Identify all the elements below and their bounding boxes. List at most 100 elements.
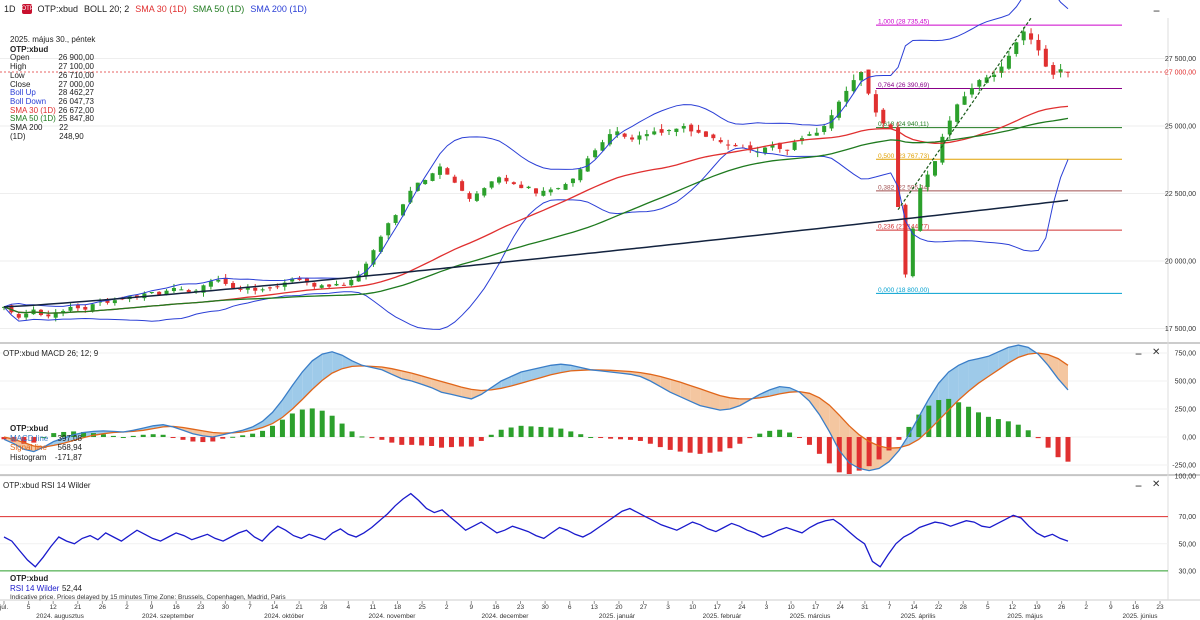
x-tick-label: 28 [320, 604, 328, 611]
x-tick-label: 30 [541, 604, 549, 611]
macd-fill [461, 387, 472, 399]
candle-body [652, 131, 657, 135]
macd-histogram-bar [458, 437, 464, 447]
macd-histogram-bar [41, 437, 47, 439]
x-tick-label: 20 [615, 604, 623, 611]
sma200-line [3, 199, 1069, 308]
candle-body [112, 300, 117, 304]
collapse-macd-icon[interactable]: − [1135, 347, 1143, 361]
candle-body [201, 285, 206, 293]
macd-legend-symbol: OTP:xbud [10, 424, 49, 433]
fib-label: 0,000 (18 800,00) [878, 287, 929, 294]
collapse-rsi-icon[interactable]: − [1135, 479, 1143, 493]
macd-histogram-bar [250, 433, 256, 438]
macd-tick-label: 500,00 [1175, 378, 1197, 385]
candle-body [260, 289, 265, 291]
y-tick-label: 27 500,00 [1165, 56, 1196, 63]
macd-histogram-bar [200, 437, 206, 443]
candle-body [622, 133, 627, 137]
macd-fill [312, 354, 323, 390]
macd-histogram-bar [468, 437, 474, 447]
macd-histogram-bar [737, 437, 743, 444]
macd-histogram-bar [61, 431, 67, 438]
macd-histogram-bar [657, 437, 663, 448]
candle-body [630, 137, 635, 140]
macd-tick-label: 250,00 [1175, 407, 1197, 414]
macd-histogram-bar [160, 434, 166, 438]
macd-histogram-bar [727, 437, 733, 449]
x-tick-label: 7 [888, 604, 892, 611]
rsi-title: OTP:xbud RSI 14 Wilder [3, 481, 91, 490]
macd-fill [501, 376, 512, 389]
symbol-label[interactable]: OTP:xbud [37, 4, 79, 14]
macd-fill [302, 360, 313, 400]
macd-fill [550, 364, 561, 375]
macd-histogram-bar [269, 425, 275, 438]
candle-body [570, 178, 575, 184]
close-rsi-icon[interactable]: ✕ [1152, 479, 1161, 490]
x-month-label: 2024. szeptember [142, 613, 195, 620]
macd-histogram-bar [439, 437, 445, 448]
candle-body [290, 278, 295, 282]
sma30-label[interactable]: SMA 30 (1D) [135, 4, 187, 14]
candle-body [474, 193, 479, 201]
candle-body [563, 184, 568, 190]
macd-histogram-bar [409, 437, 415, 445]
x-tick-label: 31 [861, 604, 869, 611]
close-macd-icon[interactable]: ✕ [1152, 347, 1161, 358]
info-row: Low 26 710,00 [10, 70, 94, 81]
rsi-row: RSI 14 Wilder 52,44 [10, 584, 82, 594]
macd-histogram-bar [667, 437, 673, 450]
chart-header: 1D OTP OTP:xbud BOLL 20; 2 SMA 30 (1D) S… [0, 0, 1200, 18]
x-tick-label: 5 [986, 604, 990, 611]
candle-body [393, 215, 398, 223]
candle-body [1043, 48, 1048, 67]
macd-fill [640, 372, 651, 381]
candle-body [851, 80, 856, 92]
candle-body [445, 168, 450, 175]
macd-histogram-bar [926, 405, 932, 438]
candle-body [585, 158, 590, 172]
x-tick-label: 16 [173, 604, 181, 611]
sma200-label[interactable]: SMA 200 (1D) [250, 4, 307, 14]
x-tick-label: 16 [1132, 604, 1140, 611]
x-tick-label: 30 [222, 604, 230, 611]
candle-body [253, 287, 258, 291]
macd-histogram-bar [608, 437, 614, 439]
info-row: Open 26 900,00 [10, 54, 94, 63]
candle-body [556, 188, 561, 190]
candle-body [1058, 69, 1063, 73]
macd-histogram-bar [856, 437, 862, 471]
macd-histogram-bar [1045, 437, 1051, 448]
x-tick-label: 2 [125, 604, 129, 611]
macd-fill [660, 376, 671, 393]
candle-body [231, 283, 236, 288]
macd-histogram-bar [448, 437, 454, 448]
interval-label[interactable]: 1D [4, 4, 16, 14]
x-tick-label: 21 [296, 604, 304, 611]
candle-body [925, 174, 930, 187]
current-price-box [1168, 67, 1200, 77]
collapse-main-icon[interactable]: − [1153, 4, 1161, 18]
candle-body [378, 236, 383, 252]
sma50-label[interactable]: SMA 50 (1D) [192, 4, 245, 14]
candle-body [711, 134, 716, 139]
macd-histogram-bar [349, 431, 355, 438]
boll-label[interactable]: BOLL 20; 2 [84, 4, 130, 14]
macd-histogram-bar [707, 437, 713, 453]
info-row-value: 26 900,00 [58, 53, 94, 63]
macd-fill [322, 351, 333, 381]
info-row-label: High [10, 62, 27, 72]
macd-tick-label: -250,00 [1172, 463, 1196, 470]
macd-histogram-bar [279, 419, 285, 438]
macd-histogram-bar [956, 402, 962, 438]
x-tick-label: 9 [150, 604, 154, 611]
candle-body [718, 140, 723, 143]
macd-histogram-bar [230, 436, 236, 438]
candle-body [770, 144, 775, 148]
info-row-value: 26 710,00 [58, 70, 94, 80]
candle-body [903, 204, 908, 275]
macd-histogram-bar [886, 437, 892, 451]
x-month-label: 2025. február [703, 613, 743, 620]
macd-histogram-bar [806, 437, 812, 445]
